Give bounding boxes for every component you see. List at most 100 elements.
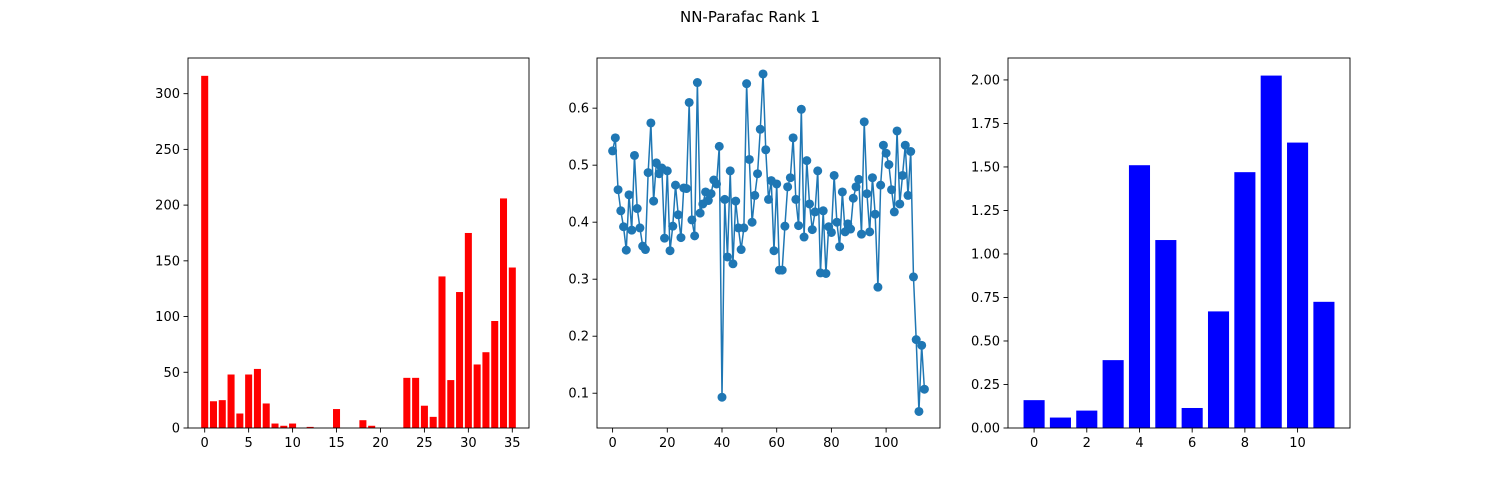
bar (1234, 172, 1256, 428)
data-point (908, 272, 918, 282)
data-point (755, 124, 765, 134)
data-point (676, 233, 686, 243)
bar (289, 423, 297, 428)
x-tick-label: 20 (659, 436, 676, 451)
figure-title: NN-Parafac Rank 1 (680, 8, 820, 26)
data-point (703, 196, 713, 206)
bar (245, 374, 253, 428)
data-point (783, 182, 793, 192)
data-point (906, 147, 916, 156)
data-point (862, 189, 872, 199)
bar (1049, 417, 1071, 428)
data-point (889, 207, 899, 217)
data-point (780, 221, 790, 231)
data-point (646, 118, 656, 128)
data-point (802, 156, 812, 166)
bar (508, 267, 516, 428)
data-point (876, 180, 886, 190)
y-tick-label: 0.5 (568, 159, 589, 174)
x-tick-label: 60 (768, 436, 785, 451)
y-tick-label: 150 (155, 254, 180, 269)
x-tick-label: 0 (608, 436, 616, 451)
bar (262, 403, 270, 428)
bar (1260, 75, 1282, 428)
y-tick-label: 0.6 (568, 102, 589, 117)
x-tick-label: 30 (460, 436, 477, 451)
data-point (919, 384, 929, 394)
bar (306, 426, 314, 428)
bar (280, 425, 288, 428)
data-point (878, 140, 888, 150)
bar (253, 368, 261, 428)
bar (1181, 407, 1203, 428)
data-point (857, 229, 866, 239)
data-point (643, 168, 653, 178)
data-point (649, 196, 659, 206)
data-point (712, 179, 722, 189)
x-tick-label: 20 (372, 436, 389, 451)
data-point (829, 170, 839, 180)
data-point (764, 194, 773, 204)
bar (420, 405, 428, 428)
bar (359, 420, 367, 428)
data-point (865, 227, 875, 237)
x-tick-label: 0 (201, 436, 209, 451)
x-tick-label: 10 (284, 436, 301, 451)
data-point (725, 166, 735, 176)
data-point (671, 180, 680, 190)
data-point (884, 160, 894, 170)
data-point (687, 215, 697, 225)
data-point (898, 170, 908, 180)
data-point (900, 140, 910, 150)
data-point (621, 245, 631, 255)
data-point (665, 246, 675, 256)
data-point (744, 154, 754, 164)
x-tick-label: 10 (1289, 436, 1306, 451)
data-point (788, 133, 798, 143)
bar (491, 321, 499, 428)
y-tick-label: 250 (155, 143, 180, 158)
bar (482, 352, 490, 428)
y-tick-label: 0.00 (971, 422, 1000, 437)
data-point (731, 196, 741, 206)
data-point (887, 185, 897, 195)
data-point (758, 69, 768, 79)
bar (1128, 165, 1151, 428)
data-point (720, 194, 730, 204)
data-point (668, 221, 678, 231)
x-tick-label: 15 (328, 436, 345, 451)
bar (227, 374, 235, 428)
bar (218, 400, 226, 428)
data-point (791, 194, 801, 204)
x-tick-label: 80 (823, 436, 840, 451)
y-tick-label: 1.50 (971, 160, 1000, 175)
bar (412, 377, 420, 428)
data-point (690, 231, 700, 241)
bar (209, 401, 217, 428)
x-tick-label: 40 (714, 436, 731, 451)
subplot-middle-line-chart: 0 20 40 60 80 100 0.1 0.2 0.3 0.4 0.5 0.6 (568, 57, 941, 451)
data-point (835, 242, 845, 252)
bar (456, 292, 464, 428)
y-tick-label: 50 (163, 366, 180, 381)
data-point (747, 217, 757, 227)
data-point (805, 199, 815, 209)
bar (1023, 400, 1045, 428)
data-point (826, 227, 836, 237)
y-tick-label: 1.00 (971, 247, 1000, 262)
data-point (854, 174, 864, 184)
bar (447, 380, 455, 428)
y-tick-label: 0.50 (971, 334, 1000, 349)
bar (333, 409, 341, 428)
y-tick-label: 1.75 (971, 117, 1000, 132)
bar (1313, 301, 1335, 428)
bar (1076, 410, 1098, 428)
bar (271, 423, 279, 428)
data-point (692, 78, 702, 88)
data-point (813, 166, 823, 176)
axes-frame (596, 57, 941, 429)
y-tick-label: 200 (155, 199, 180, 214)
data-point (892, 126, 902, 136)
y-tick-label: 0.75 (971, 291, 1000, 306)
data-point (761, 145, 771, 155)
